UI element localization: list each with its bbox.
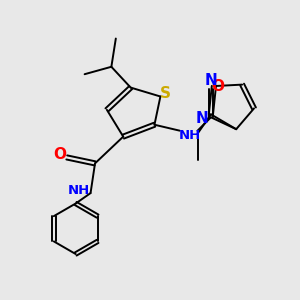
Text: O: O [54, 147, 67, 162]
Text: NH: NH [68, 184, 90, 196]
Text: N: N [205, 73, 217, 88]
Text: NH: NH [179, 129, 201, 142]
Text: S: S [160, 86, 171, 101]
Text: N: N [196, 111, 208, 126]
Text: O: O [211, 79, 224, 94]
